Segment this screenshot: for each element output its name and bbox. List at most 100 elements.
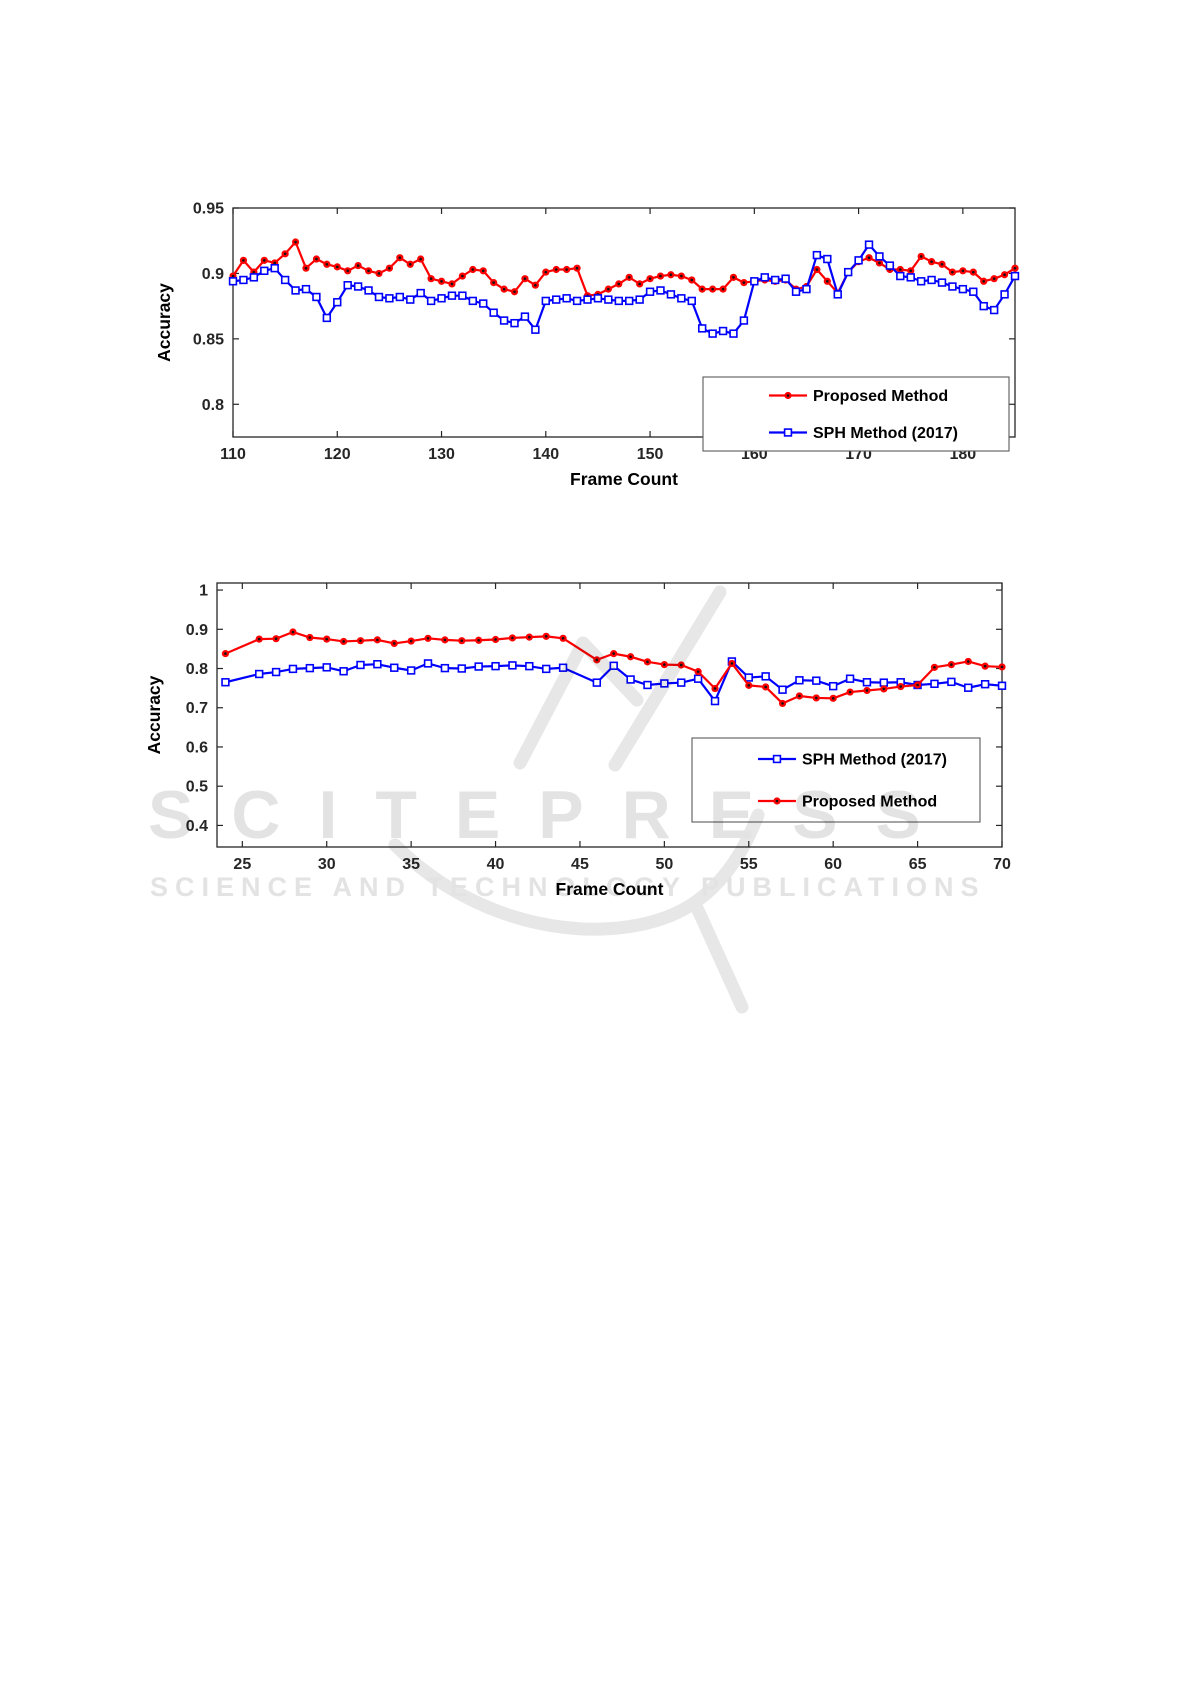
data-point-marker <box>373 660 382 669</box>
data-point-marker <box>896 271 905 281</box>
marker-center-dot <box>815 696 818 700</box>
data-point-marker <box>508 661 517 670</box>
marker-center-dot <box>461 274 464 278</box>
data-point-marker <box>1010 271 1020 281</box>
marker-center-dot <box>304 266 308 270</box>
data-point-marker <box>339 667 348 676</box>
y-axis-label: Accuracy <box>144 675 164 754</box>
marker-center-dot <box>764 685 767 689</box>
marker-center-dot <box>231 274 235 278</box>
data-point-marker <box>660 679 669 688</box>
marker-center-dot <box>494 638 497 641</box>
data-point-marker <box>626 675 635 684</box>
marker-center-dot <box>690 278 694 282</box>
data-point-marker <box>750 277 759 286</box>
marker-center-dot <box>471 268 475 271</box>
y-tick-label: 0.9 <box>202 266 224 283</box>
x-tick-label: 35 <box>402 856 420 873</box>
data-point-marker <box>385 294 394 303</box>
plot-border <box>232 207 1016 438</box>
marker-center-dot <box>502 287 506 291</box>
y-axis: 0.8 0.85 0.9 0.95 <box>193 201 1015 414</box>
marker-center-dot <box>242 259 245 262</box>
y-tick-label: 0.7 <box>186 700 208 717</box>
marker-center-dot <box>356 264 360 267</box>
marker-center-dot <box>492 281 495 284</box>
marker-center-dot <box>1003 273 1006 277</box>
data-point-marker <box>823 254 832 264</box>
data-point-marker <box>333 298 342 307</box>
data-point-marker <box>875 252 884 261</box>
data-point-marker <box>531 325 540 334</box>
data-point-marker <box>437 294 446 303</box>
data-point-marker <box>291 286 300 295</box>
marker-center-dot <box>648 277 652 280</box>
data-point-marker <box>343 281 352 290</box>
data-point-marker <box>592 678 602 687</box>
marker-center-dot <box>224 652 227 655</box>
marker-center-dot <box>909 269 913 273</box>
data-point-marker <box>390 663 399 672</box>
marker-center-dot <box>612 652 616 655</box>
marker-center-dot <box>663 663 666 666</box>
marker-center-dot <box>315 257 318 261</box>
data-point-marker <box>426 296 436 306</box>
data-point-marker <box>927 275 936 285</box>
data-point-marker <box>312 292 321 302</box>
marker-center-dot <box>919 255 923 258</box>
data-point-marker <box>239 275 248 285</box>
marker-center-dot <box>291 630 295 634</box>
x-axis-label: Frame Count <box>570 469 678 489</box>
marker-center-dot <box>721 287 725 291</box>
marker-center-dot <box>961 269 965 273</box>
x-tick-label: 130 <box>428 446 455 463</box>
y-tick-label: 0.6 <box>186 739 208 756</box>
data-point-marker <box>885 261 895 270</box>
marker-center-dot <box>308 636 312 639</box>
marker-center-dot <box>786 394 790 397</box>
data-point-marker <box>301 284 311 294</box>
x-tick-label: 70 <box>993 856 1011 873</box>
data-point-marker <box>249 273 259 282</box>
y-axis: 0.4 0.5 0.6 0.7 0.8 0.9 1 <box>186 583 1002 835</box>
data-point-marker <box>879 678 889 687</box>
marker-center-dot <box>627 276 631 279</box>
marker-center-dot <box>429 277 433 280</box>
marker-center-dot <box>747 684 751 687</box>
data-point-marker <box>322 663 331 672</box>
x-tick-label: 25 <box>233 856 251 873</box>
marker-center-dot <box>646 660 649 664</box>
data-point-marker <box>260 266 269 276</box>
marker-center-dot <box>930 260 933 263</box>
x-tick-label: 120 <box>324 446 351 463</box>
marker-center-dot <box>325 637 329 641</box>
marker-center-dot <box>951 270 954 274</box>
y-axis-label: Accuracy <box>154 283 174 362</box>
data-point-marker <box>447 291 457 300</box>
marker-center-dot <box>376 638 379 642</box>
watermark-swoosh-tail <box>691 903 749 1014</box>
data-point-marker <box>1000 290 1009 299</box>
data-point-marker <box>958 284 968 294</box>
data-point-marker <box>364 286 373 295</box>
y-tick-label: 0.85 <box>193 331 224 348</box>
marker-center-dot <box>966 660 970 663</box>
marker-center-dot <box>367 269 370 273</box>
data-point-marker <box>280 275 290 285</box>
data-point-marker <box>270 263 279 273</box>
data-point-marker <box>288 664 298 674</box>
marker-center-dot <box>392 642 396 645</box>
data-point-marker <box>845 674 855 683</box>
data-point-marker <box>395 292 405 302</box>
marker-center-dot <box>377 272 381 275</box>
data-point-marker <box>374 292 384 302</box>
data-point-marker <box>416 288 425 298</box>
data-point-marker <box>989 305 999 315</box>
data-point-marker <box>864 240 874 249</box>
data-point-marker <box>525 661 534 671</box>
chart-svg-top: 110 120 130 140 150 160 170 1800.80.850.90.95Fr… <box>154 201 1020 489</box>
marker-center-dot <box>629 655 632 659</box>
marker-center-dot <box>481 269 485 273</box>
data-point-marker <box>491 661 500 671</box>
